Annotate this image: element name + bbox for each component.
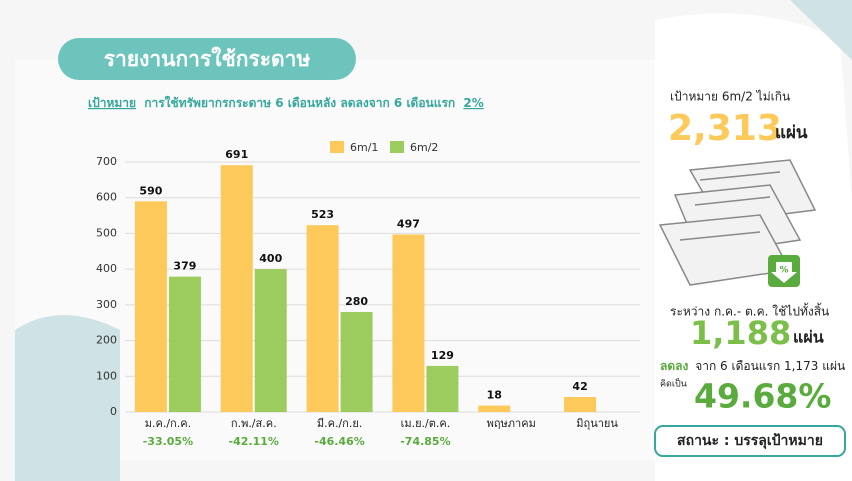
y-tick-label: 700 xyxy=(96,155,117,168)
value-label: 280 xyxy=(345,295,368,308)
change-label: -74.85% xyxy=(400,435,450,448)
change-label: -33.05% xyxy=(143,435,193,448)
y-tick-label: 200 xyxy=(96,334,117,347)
y-tick-label: 300 xyxy=(96,298,117,311)
reduced-lead: ลดลง xyxy=(660,359,689,373)
bar xyxy=(426,366,458,412)
legend-label: 6m/1 xyxy=(350,141,378,154)
x-tick-label: มิถุนายน xyxy=(576,417,618,430)
x-tick-label: พฤษภาคม xyxy=(487,417,536,430)
target-unit: แผ่น xyxy=(775,123,808,143)
bar xyxy=(135,201,167,412)
value-label: 497 xyxy=(397,218,420,231)
y-tick-label: 400 xyxy=(96,262,117,275)
bar xyxy=(221,165,253,412)
subtitle-text: การใช้ทรัพยากรกระดาษ 6 เดือนหลัง ลดลงจาก… xyxy=(144,95,455,110)
value-label: 523 xyxy=(311,208,334,221)
used-unit: แผ่น xyxy=(793,328,824,347)
x-tick-label: ม.ค./ก.ค. xyxy=(145,417,191,430)
y-tick-label: 0 xyxy=(110,405,117,418)
legend-swatch xyxy=(330,141,344,153)
legend-label: 6m/2 xyxy=(410,141,438,154)
value-label: 379 xyxy=(173,260,196,273)
x-tick-label: มี.ค./ก.ย. xyxy=(317,417,362,430)
legend-swatch xyxy=(390,141,404,153)
bar xyxy=(341,312,373,412)
target-value: 2,313 xyxy=(668,108,782,149)
value-label: 691 xyxy=(225,148,248,161)
change-label: -46.46% xyxy=(314,435,364,448)
bar xyxy=(478,406,510,412)
bar xyxy=(392,235,424,413)
value-label: 590 xyxy=(139,184,162,197)
bar xyxy=(255,269,287,412)
icon-label: % xyxy=(779,266,788,276)
subtitle-target: 2% xyxy=(463,96,483,110)
y-tick-label: 500 xyxy=(96,226,117,239)
status: สถานะ : บรรลุเป้าหมาย xyxy=(677,433,823,449)
change-label: -42.11% xyxy=(229,435,279,448)
used-value: 1,188 xyxy=(690,314,791,352)
page: รายงานการใช้กระดาษ เป้าหมาย การใช้ทรัพยา… xyxy=(0,0,852,481)
value-label: 42 xyxy=(572,380,587,393)
y-tick-label: 100 xyxy=(96,369,117,382)
y-tick-label: 600 xyxy=(96,191,117,204)
bar xyxy=(564,397,596,412)
ratio-value: 49.68% xyxy=(694,377,831,416)
chart-title: รายงานการใช้กระดาษ xyxy=(104,46,311,71)
x-tick-label: เม.ย./ต.ค. xyxy=(401,417,451,430)
x-tick-label: ก.พ./ส.ค. xyxy=(231,417,277,430)
subtitle: เป้าหมาย การใช้ทรัพยากรกระดาษ 6 เดือนหลั… xyxy=(88,95,484,110)
bar xyxy=(169,277,201,412)
target-label: เป้าหมาย 6m/2 ไม่เกิน xyxy=(670,90,790,104)
value-label: 400 xyxy=(259,252,282,265)
value-label: 129 xyxy=(431,349,454,362)
bar xyxy=(307,225,339,412)
reduced-text: จาก 6 เดือนแรก 1,173 แผ่น xyxy=(695,359,845,373)
value-label: 18 xyxy=(487,389,502,402)
reduced: ลดลง จาก 6 เดือนแรก 1,173 แผ่น xyxy=(660,359,845,373)
subtitle-lead: เป้าหมาย xyxy=(88,96,136,110)
